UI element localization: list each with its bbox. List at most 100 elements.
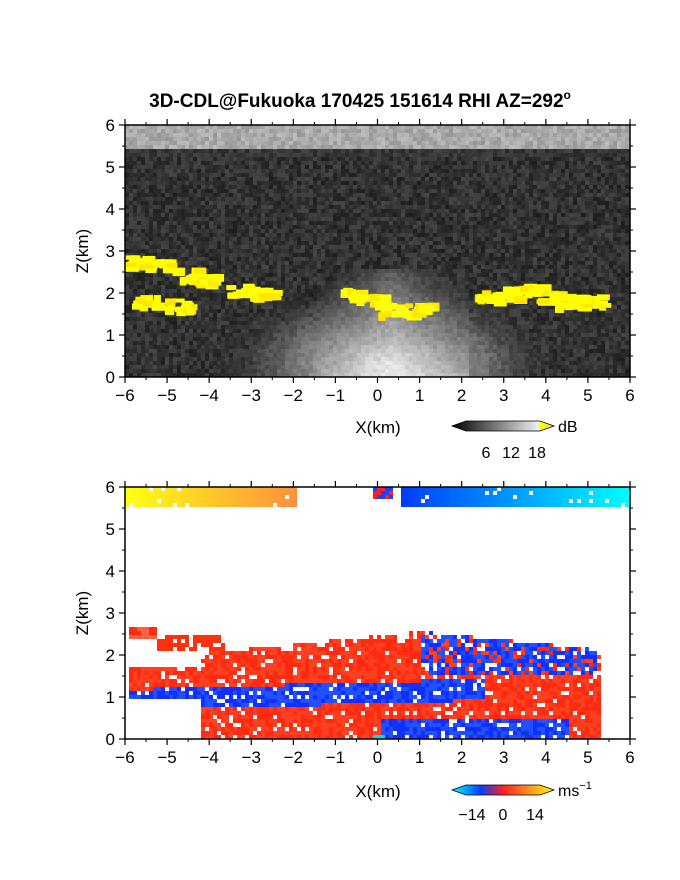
velocity-heatmap: [125, 487, 630, 739]
y-tick-label: 3: [106, 242, 115, 261]
x-tick-label: 3: [499, 748, 508, 767]
cloud-mark: [133, 300, 143, 309]
colorbar-tick: 18: [528, 445, 546, 462]
x-tick-label: −5: [157, 748, 176, 767]
cloud-mark: [570, 301, 581, 310]
cloud-mark: [340, 289, 354, 298]
cloud-mark: [153, 295, 161, 303]
y-tick-label: 5: [106, 158, 115, 177]
cloud-mark: [376, 294, 392, 303]
cloud-mark: [486, 294, 501, 301]
x-tick-label: 5: [583, 386, 592, 405]
cloud-mark: [162, 268, 174, 274]
cloud-mark: [189, 273, 203, 282]
x-tick-label: −4: [199, 748, 218, 767]
cloud-mark: [145, 296, 153, 301]
cloud-mark: [166, 262, 178, 268]
chart-title: 3D-CDL@Fukuoka 170425 151614 RHI AZ=292o: [149, 88, 571, 112]
y-tick-label: 2: [106, 646, 115, 665]
cloud-mark: [349, 295, 361, 304]
x-tick-label: 0: [373, 386, 382, 405]
cloud-mark: [537, 284, 552, 293]
cloud-mark: [129, 255, 141, 265]
cloud-mark: [206, 274, 215, 279]
colorbar-tick: 6: [482, 445, 491, 462]
cloud-mark: [176, 308, 187, 317]
y-axis-label: Z(km): [73, 229, 92, 273]
cloud-mark: [186, 307, 194, 316]
cloud-mark: [551, 299, 564, 306]
cloud-mark: [533, 289, 542, 297]
velocity-colorbar: ms−1 −14 0 14: [450, 780, 592, 824]
x-tick-label: 6: [625, 386, 634, 405]
cloud-mark: [143, 299, 153, 307]
y-tick-label: 1: [106, 688, 115, 707]
cloud-mark: [164, 306, 175, 315]
cloud-mark: [383, 302, 397, 308]
cloud-mark: [503, 286, 512, 293]
snr-heatmap: [125, 125, 630, 377]
cloud-mark: [599, 303, 607, 311]
y-tick-label: 6: [106, 478, 115, 497]
x-tick-label: 3: [499, 386, 508, 405]
y-tick-label: 6: [106, 116, 115, 135]
x-tick-label: −2: [284, 386, 303, 405]
cloud-mark: [135, 298, 148, 304]
cloud-mark: [476, 295, 484, 303]
cloud-mark: [183, 301, 191, 307]
x-axis-label: X(km): [355, 782, 400, 801]
cloud-mark: [226, 285, 237, 291]
cloud-mark: [583, 296, 592, 304]
panel-velocity: −6 −5 −4 −3 −2 −1 0 1 2 3 4 5 6 0 1 2 3 4 5 6 X(km) Z(km) m…: [73, 478, 636, 824]
cloud-mark: [172, 268, 184, 276]
x-tick-label: −1: [326, 386, 345, 405]
cloud-mark: [270, 293, 282, 301]
cloud-mark: [506, 294, 517, 303]
x-tick-label: 0: [373, 748, 382, 767]
cloud-mark: [212, 273, 225, 282]
x-tick-label: 1: [415, 748, 424, 767]
cloud-mark: [405, 303, 413, 309]
y-tick-label: 2: [106, 284, 115, 303]
x-tick-label: 1: [415, 386, 424, 405]
y-tick-label: 4: [106, 200, 115, 219]
cloud-mark: [268, 290, 283, 296]
cloud-mark: [549, 292, 561, 301]
cloud-mark: [567, 294, 577, 302]
x-tick-label: 4: [541, 748, 550, 767]
cloud-mark: [258, 287, 269, 293]
cloud-mark: [359, 290, 368, 295]
y-tick-label: 0: [106, 368, 115, 387]
cloud-mark: [480, 295, 493, 303]
cloud-mark: [378, 302, 390, 308]
cloud-mark: [350, 291, 364, 299]
cloud-mark: [368, 294, 380, 301]
cloud-mark: [139, 262, 149, 271]
cloud-mark: [575, 294, 591, 302]
cloud-mark: [258, 293, 273, 302]
cloud-mark: [145, 263, 154, 269]
colorbar-tick: 0: [499, 807, 508, 824]
cloud-mark: [493, 300, 507, 307]
cloud-mark: [418, 304, 432, 314]
x-axis-label: X(km): [355, 418, 400, 437]
x-tick-label: 2: [457, 748, 466, 767]
x-tick-label: −3: [242, 748, 261, 767]
cloud-mark: [155, 259, 164, 268]
cloud-mark: [139, 257, 155, 265]
x-tick-label: −1: [326, 748, 345, 767]
x-tick-label: −6: [115, 748, 134, 767]
x-tick-label: 6: [625, 748, 634, 767]
cloud-mark: [536, 299, 550, 304]
cloud-mark: [145, 264, 157, 273]
y-tick-label: 1: [106, 326, 115, 345]
cloud-mark: [555, 291, 568, 297]
cloud-mark: [528, 288, 539, 296]
cloud-mark: [250, 294, 264, 302]
cloud-mark: [481, 290, 492, 297]
cloud-mark: [598, 300, 609, 307]
x-tick-label: −2: [284, 748, 303, 767]
cloud-mark: [179, 277, 187, 286]
